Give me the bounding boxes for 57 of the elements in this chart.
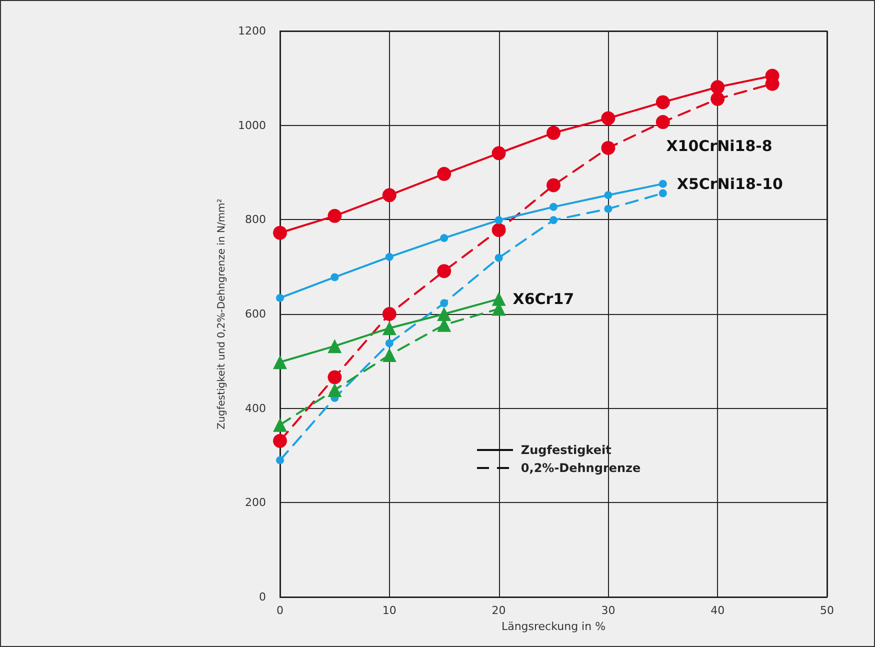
point <box>601 111 616 126</box>
point <box>437 264 452 278</box>
point <box>710 80 725 94</box>
point <box>494 216 503 224</box>
x-tick-label: 40 <box>710 604 725 617</box>
point <box>328 339 342 354</box>
point <box>276 294 284 302</box>
x-tick-label: 10 <box>382 604 396 617</box>
point <box>382 188 396 202</box>
point <box>440 299 448 308</box>
point <box>330 273 339 282</box>
point <box>328 382 342 397</box>
y-tick-label: 600 <box>245 308 266 320</box>
point <box>385 252 394 261</box>
point <box>382 348 396 362</box>
point <box>546 178 560 192</box>
point <box>382 321 396 336</box>
point <box>437 166 452 181</box>
point <box>328 370 342 384</box>
point <box>604 191 612 200</box>
y-tick-label: 0 <box>259 590 266 604</box>
point <box>550 202 558 211</box>
y-tick-label: 800 <box>245 213 266 226</box>
point <box>656 115 670 130</box>
point <box>273 355 287 370</box>
point <box>437 307 452 321</box>
point <box>440 234 448 242</box>
y-axis-title: Zugfestigkeit und 0,2%-Dehngrenze in N/mm² <box>216 198 228 430</box>
x-tick-label: 30 <box>601 604 616 617</box>
point <box>276 456 284 464</box>
y-tick-label: 1000 <box>238 118 266 132</box>
point <box>658 180 667 188</box>
point <box>382 307 396 321</box>
point <box>601 140 616 155</box>
point <box>494 254 503 262</box>
point <box>550 216 558 224</box>
point <box>604 204 612 213</box>
point <box>492 146 506 160</box>
point <box>710 92 725 106</box>
point <box>273 418 287 432</box>
point <box>656 95 670 110</box>
point <box>273 226 287 240</box>
y-tick-label: 200 <box>245 496 266 510</box>
point <box>385 339 394 348</box>
x-tick-label: 0 <box>276 604 284 617</box>
x-axis-title: Längsreckung in % <box>501 620 606 633</box>
x-tick-label: 50 <box>820 604 834 617</box>
point <box>658 189 667 198</box>
series-label: X6Cr17 <box>512 290 574 308</box>
point <box>492 292 506 306</box>
point <box>492 223 506 238</box>
x-tick-label: 20 <box>492 604 506 617</box>
y-tick-label: 1200 <box>238 24 266 38</box>
y-tick-label: 400 <box>245 402 266 415</box>
point <box>328 208 342 223</box>
point <box>273 434 287 448</box>
point <box>546 126 560 140</box>
